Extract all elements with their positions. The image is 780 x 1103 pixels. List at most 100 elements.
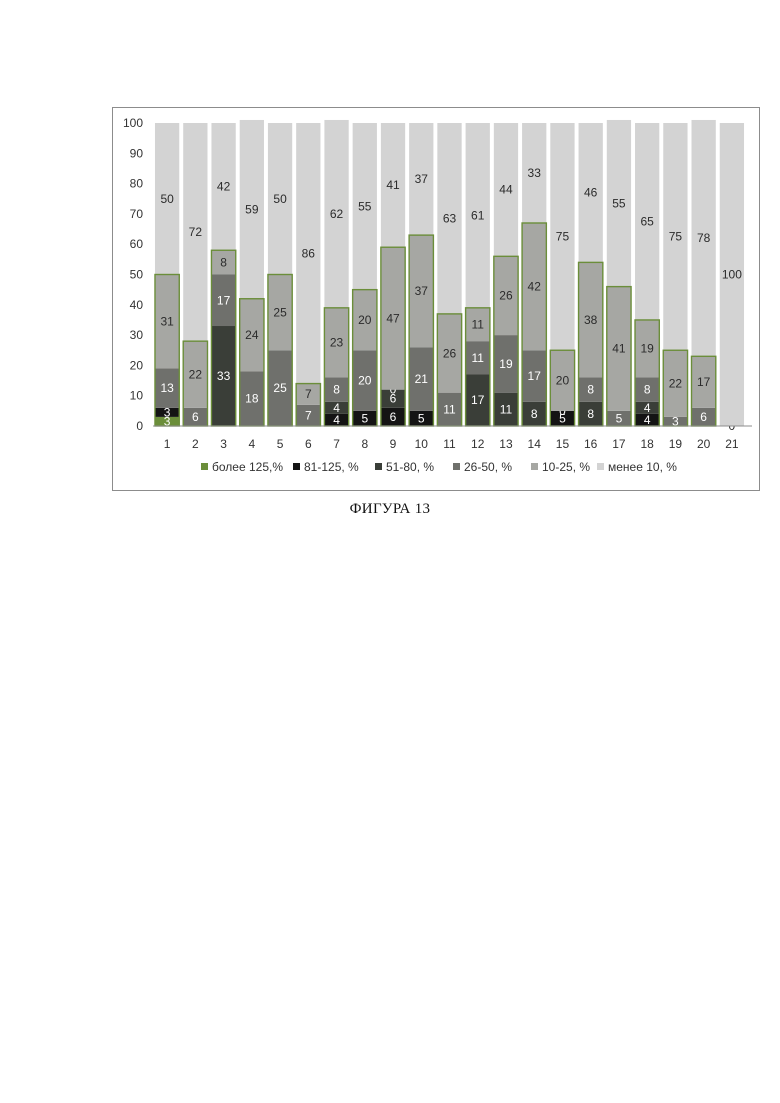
legend-swatch <box>201 463 208 470</box>
y-tick-label: 70 <box>130 207 144 221</box>
data-label: 5 <box>616 411 623 425</box>
data-label: 75 <box>556 230 570 244</box>
data-label: 37 <box>415 172 429 186</box>
data-label: 22 <box>189 367 203 381</box>
data-label: 20 <box>358 313 372 327</box>
x-tick-label: 13 <box>499 437 513 451</box>
data-label: 6 <box>192 410 199 424</box>
data-label: 5 <box>418 411 425 425</box>
y-tick-label: 100 <box>123 116 143 130</box>
data-label: 7 <box>305 408 312 422</box>
x-tick-label: 4 <box>248 437 255 451</box>
data-label: 8 <box>333 383 340 397</box>
data-label: 42 <box>217 180 231 194</box>
data-label: 86 <box>302 246 316 260</box>
x-tick-label: 11 <box>443 437 456 451</box>
x-tick-label: 18 <box>640 437 654 451</box>
data-label: 63 <box>443 211 457 225</box>
data-label: 8 <box>220 255 227 269</box>
legend-label: 81-125, % <box>304 460 359 474</box>
legend-label: менее 10, % <box>608 460 677 474</box>
data-label: 55 <box>358 199 372 213</box>
figure-caption: ФИГУРА 13 <box>0 501 780 518</box>
x-tick-label: 14 <box>528 437 542 451</box>
y-tick-label: 20 <box>130 358 144 372</box>
data-label: 24 <box>245 328 259 342</box>
legend-swatch <box>597 463 604 470</box>
data-label: 78 <box>697 231 711 245</box>
data-label: 11 <box>500 402 513 416</box>
data-label: 44 <box>499 183 513 197</box>
data-label: 26 <box>443 346 457 360</box>
x-tick-label: 8 <box>361 437 368 451</box>
x-tick-label: 9 <box>390 437 397 451</box>
data-label: 4 <box>644 413 651 427</box>
data-label: 11 <box>472 351 485 365</box>
data-label: 17 <box>697 375 711 389</box>
data-label: 19 <box>640 342 654 356</box>
data-label: 75 <box>669 230 683 244</box>
x-tick-label: 19 <box>669 437 683 451</box>
x-tick-label: 17 <box>612 437 626 451</box>
legend-label: 51-80, % <box>386 460 434 474</box>
x-tick-label: 7 <box>333 437 340 451</box>
data-label: 26 <box>499 289 513 303</box>
x-tick-label: 3 <box>220 437 227 451</box>
x-tick-label: 16 <box>584 437 598 451</box>
legend-swatch <box>531 463 538 470</box>
x-tick-label: 21 <box>725 437 739 451</box>
data-label: 38 <box>584 313 598 327</box>
data-label: 7 <box>305 387 312 401</box>
data-label: 23 <box>330 336 344 350</box>
data-label: 5 <box>361 411 368 425</box>
data-label: 62 <box>330 207 344 221</box>
data-label: 19 <box>499 357 513 371</box>
y-tick-label: 30 <box>130 328 144 342</box>
data-label: 59 <box>245 202 259 216</box>
data-label: 37 <box>415 284 429 298</box>
data-label: 8 <box>587 407 594 421</box>
data-label: 20 <box>358 374 372 388</box>
data-label: 4 <box>333 401 340 415</box>
data-label: 42 <box>528 280 542 294</box>
data-label: 55 <box>612 196 626 210</box>
data-label: 25 <box>273 381 287 395</box>
chart-frame: 0102030405060708090100331331501062272203… <box>112 107 760 491</box>
data-label: 22 <box>669 377 683 391</box>
y-tick-label: 80 <box>130 177 144 191</box>
legend-label: 26-50, % <box>464 460 512 474</box>
y-tick-label: 40 <box>130 298 144 312</box>
y-tick-label: 90 <box>130 146 144 160</box>
x-tick-label: 1 <box>164 437 171 451</box>
data-label: 41 <box>386 178 400 192</box>
data-label: 50 <box>273 192 287 206</box>
data-label: 18 <box>245 392 259 406</box>
data-label: 47 <box>386 311 400 325</box>
data-label: 61 <box>471 208 485 222</box>
x-tick-label: 10 <box>415 437 429 451</box>
data-label: 6 <box>390 410 397 424</box>
data-label: 72 <box>189 225 203 239</box>
y-tick-label: 0 <box>136 419 143 433</box>
legend-swatch <box>375 463 382 470</box>
legend-label: 10-25, % <box>542 460 590 474</box>
data-label: 4 <box>333 413 340 427</box>
y-tick-label: 60 <box>130 237 144 251</box>
data-label: 8 <box>587 383 594 397</box>
data-label: 13 <box>160 381 174 395</box>
x-tick-label: 5 <box>277 437 284 451</box>
data-label: 50 <box>160 192 174 206</box>
x-tick-label: 15 <box>556 437 570 451</box>
data-label: 17 <box>528 369 542 383</box>
x-tick-label: 2 <box>192 437 199 451</box>
data-label: 100 <box>722 268 742 282</box>
data-label: 31 <box>160 314 174 328</box>
data-label: 4 <box>644 401 651 415</box>
data-label: 20 <box>556 374 570 388</box>
y-tick-label: 10 <box>130 389 144 403</box>
legend-swatch <box>453 463 460 470</box>
data-label: 8 <box>531 407 538 421</box>
data-label: 41 <box>612 342 626 356</box>
x-tick-label: 20 <box>697 437 711 451</box>
data-label: 17 <box>471 393 485 407</box>
